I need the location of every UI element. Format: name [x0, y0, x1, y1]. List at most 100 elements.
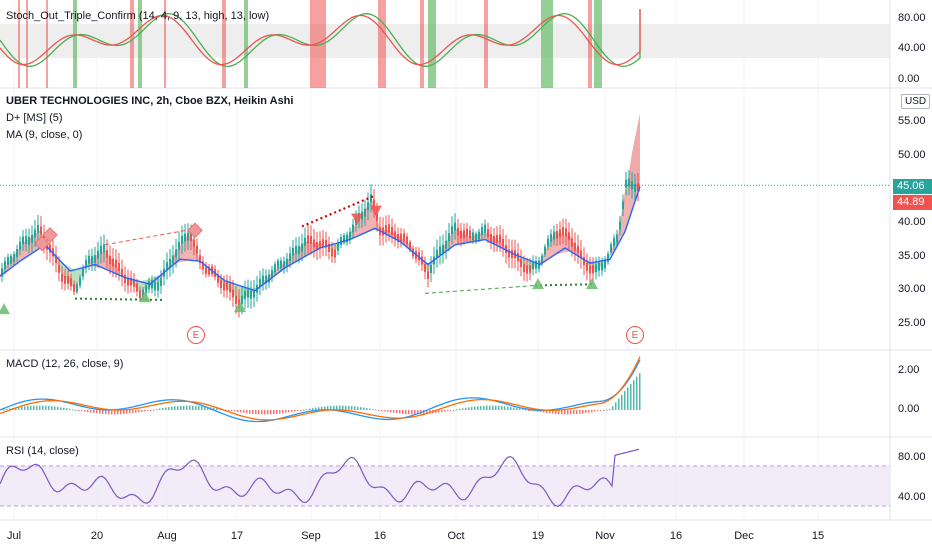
macd-histogram-bar	[528, 410, 530, 411]
ma-title[interactable]: MA (9, close, 0)	[6, 129, 83, 141]
macd-histogram-bar	[354, 406, 356, 410]
macd-histogram-bar	[378, 410, 380, 411]
candle-body	[193, 239, 195, 248]
macd-title[interactable]: MACD (12, 26, close, 9)	[6, 358, 124, 370]
stoch-title: Stoch_Out_Triple_Confirm (14, 4, 9, 13, …	[6, 10, 270, 22]
macd-histogram-bar	[585, 410, 587, 414]
candle-body	[49, 244, 51, 253]
macd-histogram-bar	[15, 407, 17, 410]
candle-body	[565, 228, 567, 237]
candle-body	[325, 239, 327, 248]
candle-body	[232, 289, 234, 298]
macd-histogram-bar	[393, 410, 395, 413]
macd-histogram-bar	[357, 406, 359, 410]
ma-line	[0, 186, 641, 292]
candle-body	[289, 253, 291, 262]
candle-body	[631, 181, 633, 190]
macd-histogram-bar	[606, 409, 608, 411]
candle-body	[481, 227, 483, 236]
buy-marker	[234, 301, 246, 313]
sell-marker	[187, 222, 203, 239]
candle-body	[469, 230, 471, 239]
candle-body	[94, 255, 96, 263]
macd-histogram-bar	[366, 408, 368, 410]
candle-body	[277, 260, 279, 269]
stoch-signal-bar	[46, 0, 48, 88]
macd-histogram-bar	[276, 410, 278, 414]
macd-histogram-bar	[312, 408, 314, 410]
symbol-title[interactable]: UBER TECHNOLOGIES INC, 2h, Cboe BZX, Hei…	[6, 95, 294, 107]
macd-histogram-bar	[516, 407, 518, 410]
macd-histogram-bar	[141, 410, 143, 412]
earnings-marker[interactable]: E	[187, 326, 205, 344]
candle-body	[124, 275, 126, 283]
price-tick: 40.00	[898, 216, 926, 228]
x-tick: 20	[90, 530, 104, 542]
buy-marker	[0, 303, 10, 315]
candle-body	[55, 255, 57, 264]
candle-body	[484, 224, 486, 233]
candle-body	[304, 237, 306, 246]
macd-histogram-bar	[609, 408, 611, 410]
candle-body	[4, 261, 6, 270]
macd-histogram-bar	[525, 409, 527, 411]
candle-body	[604, 260, 606, 268]
candle-body	[187, 232, 189, 241]
candle-body	[79, 277, 81, 286]
macd-histogram-bar	[189, 405, 191, 410]
macd-histogram-bar	[402, 410, 404, 414]
macd-histogram-bar	[132, 410, 134, 414]
macd-histogram-bar	[54, 406, 56, 410]
macd-histogram-bar	[126, 410, 128, 414]
macd-histogram-bar	[330, 405, 332, 410]
macd-histogram-bar	[108, 410, 110, 415]
candle-body	[406, 236, 408, 245]
candle-body	[310, 235, 312, 244]
candle-body	[508, 249, 510, 258]
macd-histogram-bar	[399, 410, 401, 414]
candle-body	[235, 295, 237, 304]
candle-body	[448, 233, 450, 242]
price-tick: 55.00	[898, 115, 926, 127]
macd-histogram-bar	[555, 410, 557, 414]
macd-histogram-bar	[372, 409, 374, 411]
candle-body	[262, 275, 264, 284]
macd-histogram-bar	[342, 405, 344, 410]
candle-body	[475, 233, 477, 242]
macd-histogram-bar	[198, 405, 200, 410]
candle-body	[454, 222, 456, 231]
macd-histogram-bar	[492, 405, 494, 410]
candle-body	[556, 231, 558, 239]
candle-body	[88, 255, 90, 264]
candle-body	[121, 269, 123, 277]
macd-histogram-bar	[60, 407, 62, 410]
currency-badge[interactable]: USD	[901, 94, 931, 109]
macd-histogram-bar	[18, 407, 20, 410]
macd-histogram-bar	[138, 410, 140, 413]
candle-body	[616, 234, 618, 243]
macd-histogram-bar	[363, 407, 365, 410]
candle-body	[199, 255, 201, 264]
macd-histogram-bar	[453, 409, 455, 411]
sell-marker	[42, 227, 58, 243]
candle-body	[487, 229, 489, 237]
candle-body	[466, 228, 468, 237]
last-price-tag: 45.06	[893, 179, 932, 194]
macd-histogram-bar	[237, 410, 239, 412]
candle-body	[130, 277, 132, 286]
candle-body	[70, 278, 72, 287]
x-tick: Sep	[301, 530, 321, 542]
candle-body	[127, 277, 129, 286]
macd-tick: 2.00	[898, 364, 920, 376]
candle-body	[397, 234, 399, 242]
candle-body	[34, 229, 36, 238]
candle-body	[493, 236, 495, 244]
x-tick: 15	[811, 530, 825, 542]
rsi-title[interactable]: RSI (14, close)	[6, 445, 79, 457]
earnings-marker[interactable]: E	[626, 326, 644, 344]
macd-histogram-bar	[444, 410, 446, 412]
dplus-title[interactable]: D+ [MS] (5)	[6, 112, 63, 124]
macd-histogram-bar	[411, 410, 413, 415]
candle-body	[157, 282, 159, 291]
